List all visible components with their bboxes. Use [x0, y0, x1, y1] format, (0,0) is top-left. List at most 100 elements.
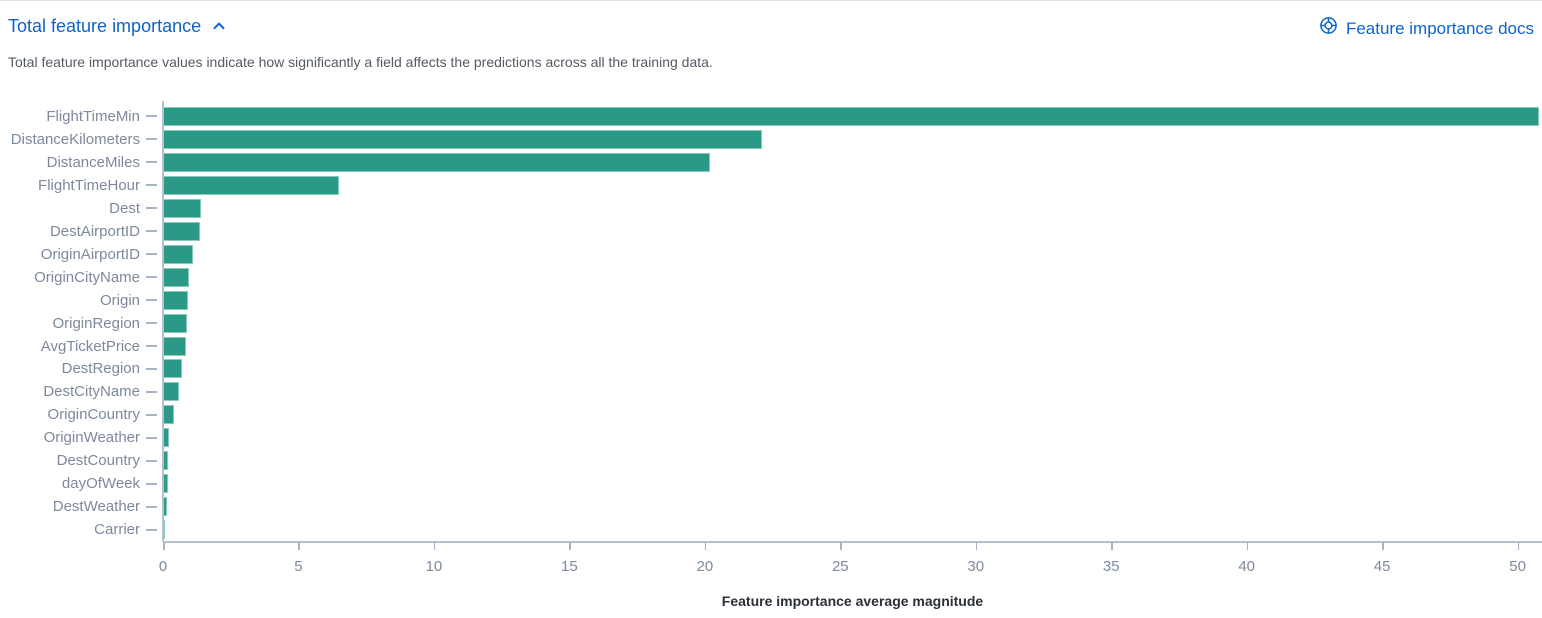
bar-track: [163, 198, 1542, 218]
x-axis-tick: [975, 542, 978, 550]
y-axis-label: Origin: [99, 291, 140, 309]
x-axis-tick: [1517, 542, 1520, 550]
bar[interactable]: [163, 520, 165, 540]
chart-row: DistanceKilometers: [0, 128, 1542, 151]
y-axis-tick: [146, 184, 157, 187]
life-ring-icon: [1319, 16, 1338, 41]
x-axis-tick-label: 0: [158, 558, 168, 575]
x-axis-tick-label: 35: [1102, 558, 1120, 575]
bar-track: [163, 313, 1542, 333]
chart-row: DestRegion: [0, 357, 1542, 380]
chart-row: Dest: [0, 197, 1542, 220]
bar[interactable]: [163, 428, 169, 448]
chart-row: AvgTicketPrice: [0, 335, 1542, 358]
bar-track: [163, 106, 1542, 126]
bar-track: [163, 497, 1542, 517]
y-axis-line: [162, 101, 164, 542]
x-axis-title: Feature importance average magnitude: [721, 593, 984, 609]
feature-importance-docs-link[interactable]: Feature importance docs: [1319, 16, 1534, 41]
chart-row: OriginCountry: [0, 403, 1542, 426]
x-axis-tick: [1111, 542, 1113, 550]
y-axis-tick: [146, 413, 157, 416]
x-axis-tick: [163, 542, 165, 550]
bar[interactable]: [163, 175, 340, 195]
x-axis-tick: [569, 542, 571, 550]
x-axis-tick-label: 45: [1373, 558, 1391, 575]
bar[interactable]: [163, 221, 200, 241]
x-axis-tick-label: 20: [696, 558, 714, 575]
bar[interactable]: [163, 359, 183, 379]
x-axis: 0 5 10 15 20 25 30 35 40 45 50: [159, 542, 1542, 582]
y-axis-label: dayOfWeek: [61, 475, 140, 493]
y-axis-label: OriginRegion: [52, 314, 140, 332]
y-axis-tick: [146, 115, 157, 118]
chart-row: OriginRegion: [0, 312, 1542, 335]
bar[interactable]: [163, 129, 762, 149]
bar-track: [163, 152, 1542, 172]
chevron-up-icon: [211, 18, 227, 34]
x-axis-tick-label: 25: [831, 558, 849, 575]
chart-row: DistanceMiles: [0, 151, 1542, 174]
y-axis-tick: [146, 482, 157, 485]
y-axis-tick: [146, 161, 157, 164]
bar[interactable]: [163, 405, 175, 425]
y-axis-label: OriginCityName: [34, 268, 140, 286]
y-axis-label: DistanceMiles: [46, 153, 140, 171]
chart-row: DestCityName: [0, 380, 1542, 403]
bar-track: [163, 451, 1542, 471]
bar[interactable]: [163, 290, 189, 310]
bar[interactable]: [163, 106, 1540, 126]
bar[interactable]: [163, 474, 168, 494]
bar-track: [163, 382, 1542, 402]
y-axis-tick: [146, 367, 157, 370]
y-axis-label: OriginAirportID: [40, 245, 140, 263]
y-axis-label: DestWeather: [52, 498, 140, 516]
bar[interactable]: [163, 336, 187, 356]
chart-row: DestAirportID: [0, 220, 1542, 243]
y-axis-label: OriginWeather: [43, 429, 140, 447]
y-axis-label: DestRegion: [61, 360, 140, 378]
bar[interactable]: [163, 152, 711, 172]
y-axis-label: Carrier: [94, 521, 140, 539]
y-axis-label: AvgTicketPrice: [40, 337, 140, 355]
y-axis-label: OriginCountry: [47, 406, 140, 424]
x-axis-line: [163, 541, 1542, 543]
x-axis-tick-label: 50: [1509, 558, 1526, 575]
y-axis-label: DistanceKilometers: [10, 130, 140, 148]
y-axis-tick: [146, 138, 157, 141]
bar[interactable]: [163, 267, 189, 287]
bar[interactable]: [163, 313, 188, 333]
y-axis-label: FlightTimeHour: [38, 176, 140, 194]
bar-track: [163, 244, 1542, 264]
y-axis-tick: [146, 230, 157, 233]
bar[interactable]: [163, 497, 167, 517]
y-axis-tick: [146, 253, 157, 256]
section-title: Total feature importance: [8, 16, 202, 36]
y-axis-tick: [146, 390, 157, 393]
bar-track: [163, 290, 1542, 310]
bar-track: [163, 474, 1542, 494]
y-axis-tick: [146, 528, 157, 531]
x-axis-tick: [433, 542, 436, 550]
bar[interactable]: [163, 244, 193, 264]
chart-row: OriginCityName: [0, 266, 1542, 289]
bar[interactable]: [163, 451, 169, 471]
bar-track: [163, 129, 1542, 149]
bar[interactable]: [163, 198, 201, 218]
y-axis-label: DestCountry: [56, 452, 140, 470]
chart-row: DestCountry: [0, 449, 1542, 472]
chart-row: DestWeather: [0, 495, 1542, 518]
chart-row: OriginAirportID: [0, 243, 1542, 266]
y-axis-label: Dest: [109, 199, 140, 217]
x-axis-tick-label: 10: [425, 558, 443, 575]
y-axis-label: DestAirportID: [49, 222, 140, 240]
x-axis-tick: [704, 542, 707, 550]
accordion-toggle-total-feature-importance[interactable]: Total feature importance: [8, 14, 227, 38]
x-axis-tick-label: 5: [294, 558, 303, 575]
chart-row: FlightTimeHour: [0, 174, 1542, 197]
bar-rows: FlightTimeMin DistanceKilometers DistanceM…: [0, 105, 1542, 541]
chart-row: Carrier: [0, 518, 1542, 541]
bar[interactable]: [163, 382, 180, 402]
x-axis-tick-label: 30: [967, 558, 985, 575]
